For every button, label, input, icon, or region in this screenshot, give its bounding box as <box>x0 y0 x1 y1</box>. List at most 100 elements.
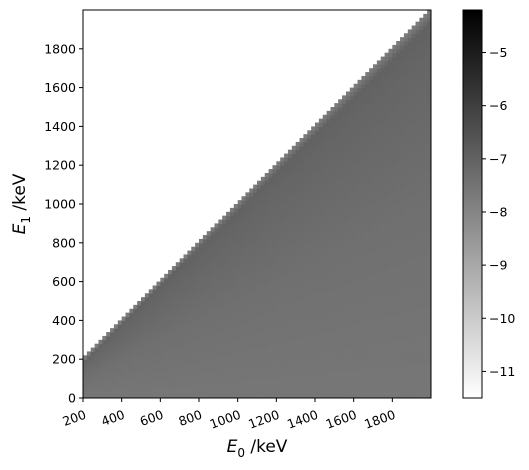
heatmap-cell <box>373 68 378 73</box>
heatmap-cell <box>141 363 146 368</box>
heatmap-cell <box>90 394 96 398</box>
heatmap-cell <box>156 332 161 337</box>
heatmap-cell <box>222 235 227 240</box>
heatmap-cell <box>373 378 378 384</box>
heatmap-cell <box>195 297 200 302</box>
heatmap-cell <box>411 332 417 337</box>
heatmap-cell <box>272 169 277 174</box>
heatmap-cell <box>415 289 420 294</box>
heatmap-cell <box>260 324 266 329</box>
heatmap-cell <box>326 188 332 193</box>
heatmap-cell <box>330 301 335 306</box>
heatmap-cell <box>353 110 359 116</box>
heatmap-cell <box>349 134 355 139</box>
heatmap-cell <box>284 277 289 283</box>
heatmap-cell <box>299 312 304 318</box>
heatmap-cell <box>384 110 390 116</box>
heatmap-cell <box>276 293 281 298</box>
heatmap-cell <box>334 328 339 333</box>
heatmap-cell <box>334 238 339 244</box>
heatmap-cell <box>141 304 146 310</box>
heatmap-cell <box>403 64 409 69</box>
heatmap-cell <box>411 304 417 310</box>
heatmap-cell <box>206 258 212 263</box>
heatmap-cell <box>353 184 359 190</box>
heatmap-cell <box>326 289 332 294</box>
heatmap-cell <box>257 200 262 205</box>
heatmap-cell <box>380 165 386 170</box>
heatmap-cell <box>299 180 304 186</box>
heatmap-cell <box>307 273 312 279</box>
heatmap-cell <box>284 355 289 360</box>
heatmap-cell <box>264 196 270 201</box>
heatmap-cell <box>229 355 235 360</box>
heatmap-cell <box>330 382 335 387</box>
heatmap-cell <box>376 99 382 104</box>
heatmap-cell <box>415 149 420 155</box>
heatmap-cell <box>287 339 293 345</box>
heatmap-cell <box>403 366 409 372</box>
heatmap-cell <box>427 394 431 398</box>
heatmap-cell <box>168 324 173 329</box>
heatmap-cell <box>384 196 390 201</box>
heatmap-cell <box>415 157 420 162</box>
heatmap-cell <box>237 281 243 287</box>
heatmap-cell <box>380 378 386 384</box>
heatmap-cell <box>419 266 424 271</box>
heatmap-cell <box>376 382 382 387</box>
heatmap-cell <box>229 215 235 221</box>
heatmap-cell <box>295 184 301 190</box>
heatmap-cell <box>152 339 158 345</box>
heatmap-cell <box>411 266 417 271</box>
heatmap-cell <box>400 149 405 155</box>
heatmap-cell <box>291 269 297 275</box>
heatmap-cell <box>349 262 355 267</box>
heatmap-cell <box>334 235 339 240</box>
heatmap-cell <box>388 289 393 294</box>
heatmap-cell <box>187 351 192 356</box>
heatmap-cell <box>380 250 386 256</box>
heatmap-cell <box>373 215 378 221</box>
heatmap-cell <box>311 304 316 310</box>
heatmap-cell <box>427 138 431 143</box>
heatmap-cell <box>218 235 223 240</box>
heatmap-cell <box>419 48 424 54</box>
heatmap-cell <box>384 95 390 100</box>
heatmap-cell <box>175 277 181 283</box>
heatmap-cell <box>423 324 428 329</box>
heatmap-cell <box>353 335 359 341</box>
heatmap-cell <box>427 285 431 290</box>
heatmap-cell <box>264 382 270 387</box>
heatmap-cell <box>287 316 293 321</box>
heatmap-cell <box>249 328 254 333</box>
heatmap-cell <box>175 370 181 376</box>
heatmap-cell <box>245 281 250 287</box>
heatmap-cell <box>349 130 355 135</box>
heatmap-cell <box>307 157 312 162</box>
heatmap-cell <box>241 304 246 310</box>
heatmap-cell <box>322 308 328 314</box>
heatmap-cell <box>303 238 308 244</box>
heatmap-cell <box>253 254 258 259</box>
heatmap-cell <box>403 231 409 236</box>
heatmap-cell <box>241 273 246 279</box>
heatmap-cell <box>291 157 297 162</box>
heatmap-cell <box>291 363 297 368</box>
heatmap-cell <box>233 289 239 294</box>
heatmap-cell <box>388 242 393 248</box>
heatmap-cell <box>303 180 308 186</box>
heatmap-cell <box>183 339 188 345</box>
heatmap-cell <box>330 153 335 159</box>
heatmap-cell <box>427 211 431 217</box>
heatmap-cell <box>427 21 431 27</box>
heatmap-cell <box>380 215 386 221</box>
heatmap-cell <box>380 363 386 368</box>
heatmap-cell <box>229 324 235 329</box>
heatmap-cell <box>322 238 328 244</box>
heatmap-cell <box>427 99 431 104</box>
heatmap-cell <box>380 99 386 104</box>
heatmap-cell <box>144 301 150 306</box>
heatmap-cell <box>315 134 320 139</box>
heatmap-cell <box>419 37 424 42</box>
heatmap-cell <box>419 320 424 325</box>
